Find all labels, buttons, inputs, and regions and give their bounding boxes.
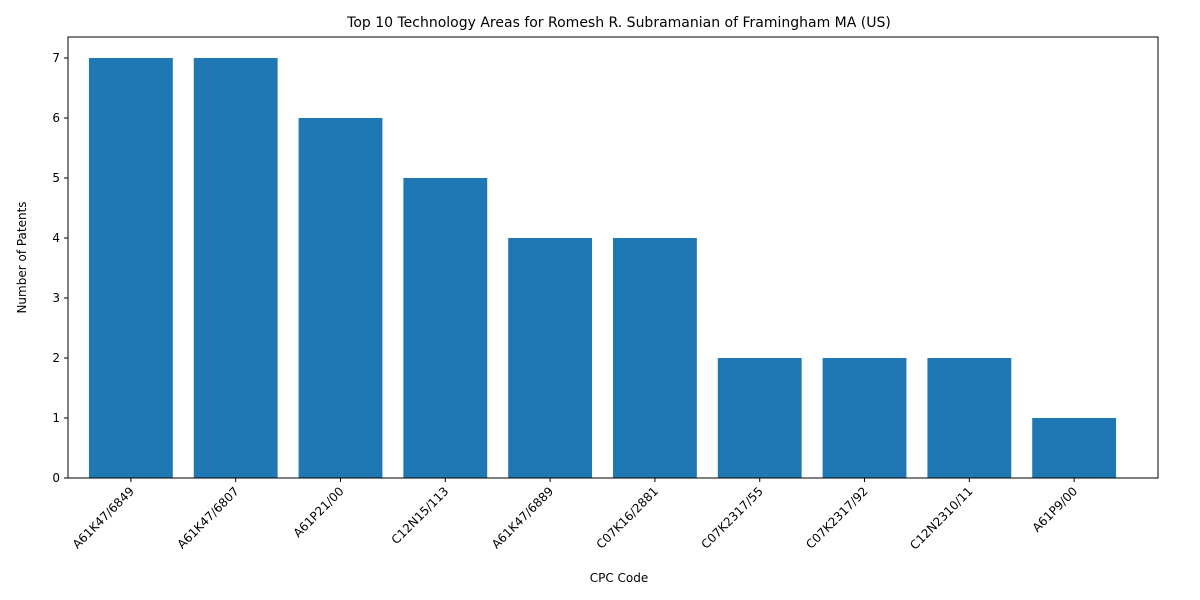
y-tick-label: 0	[52, 471, 60, 485]
bar-A61K47/6807	[194, 58, 278, 478]
y-tick-label: 4	[52, 231, 60, 245]
x-tick-label: A61P21/00	[291, 484, 347, 540]
y-axis: 0 1 2 3 4 5 6 7	[52, 51, 68, 485]
y-tick-label: 1	[52, 411, 60, 425]
y-tick-label: 5	[52, 171, 60, 185]
x-axis: A61K47/6849 A61K47/6807 A61P21/00 C12N15/11…	[70, 478, 1081, 552]
y-axis-title: Number of Patents	[15, 201, 29, 313]
y-tick-label: 7	[52, 51, 60, 65]
y-tick-label: 6	[52, 111, 60, 125]
x-tick-label: C07K2317/55	[698, 484, 765, 551]
x-tick-label: C07K2317/92	[803, 484, 870, 551]
bar-C07K2317/92	[823, 358, 907, 478]
chart-title: Top 10 Technology Areas for Romesh R. Su…	[346, 15, 891, 31]
bar-A61K47/6849	[89, 58, 173, 478]
bar-C07K2317/55	[718, 358, 802, 478]
x-tick-label: C12N2310/11	[907, 484, 975, 552]
x-tick-label: A61K47/6849	[70, 484, 137, 551]
y-tick-label: 2	[52, 351, 60, 365]
x-tick-label: A61P9/00	[1030, 484, 1081, 535]
bar-A61P9/00	[1032, 418, 1116, 478]
bars-group	[89, 58, 1116, 478]
bar-C12N2310/11	[927, 358, 1011, 478]
x-tick-label: A61K47/6807	[174, 484, 241, 551]
bar-C07K16/2881	[613, 238, 697, 478]
bar-A61K47/6889	[508, 238, 592, 478]
x-tick-label: C07K16/2881	[594, 484, 661, 551]
y-tick-label: 3	[52, 291, 60, 305]
bar-A61P21/00	[299, 118, 383, 478]
x-axis-title: CPC Code	[590, 571, 649, 585]
x-tick-label: A61K47/6889	[489, 484, 556, 551]
bar-C12N15/113	[403, 178, 487, 478]
x-tick-label: C12N15/113	[389, 484, 452, 547]
